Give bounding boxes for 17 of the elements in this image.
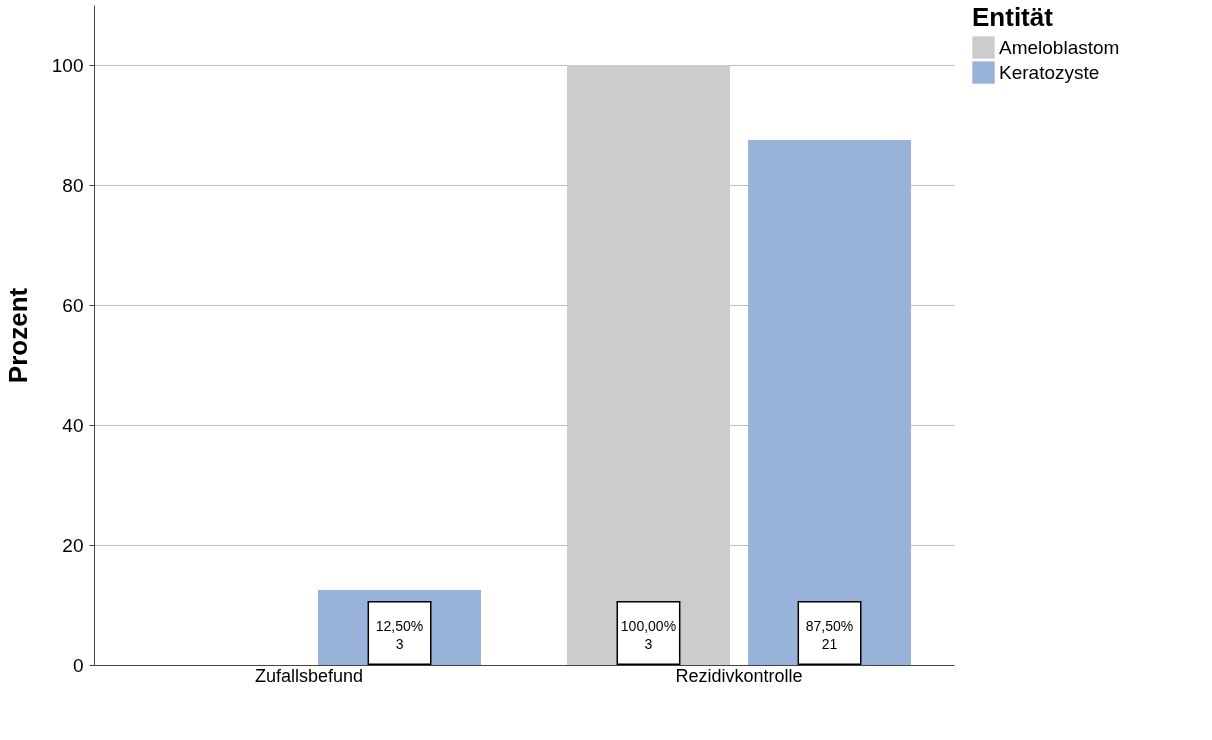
y-axis-title: Prozent: [2, 287, 33, 384]
data-label: 87,50% 21: [805, 618, 854, 652]
x-tick-label: Rezidivkontrolle: [675, 665, 803, 686]
legend-label: Ameloblastom: [999, 36, 1120, 58]
legend-label: Keratozyste: [999, 61, 1100, 83]
data-label: 100,00% 3: [620, 618, 677, 652]
y-tick-label: 40: [62, 414, 84, 436]
bar: [748, 140, 911, 665]
y-tick-label: 80: [62, 174, 84, 196]
y-tick-label: 0: [72, 654, 84, 676]
y-tick-label: 20: [62, 534, 84, 556]
y-tick-label: 100: [51, 54, 84, 76]
data-label: 12,50% 3: [375, 618, 424, 652]
y-tick-label: 60: [62, 294, 84, 316]
bar: [567, 65, 730, 665]
x-tick-label: Zufallsbefund: [254, 665, 364, 686]
legend-title: Entität: [972, 2, 1054, 32]
